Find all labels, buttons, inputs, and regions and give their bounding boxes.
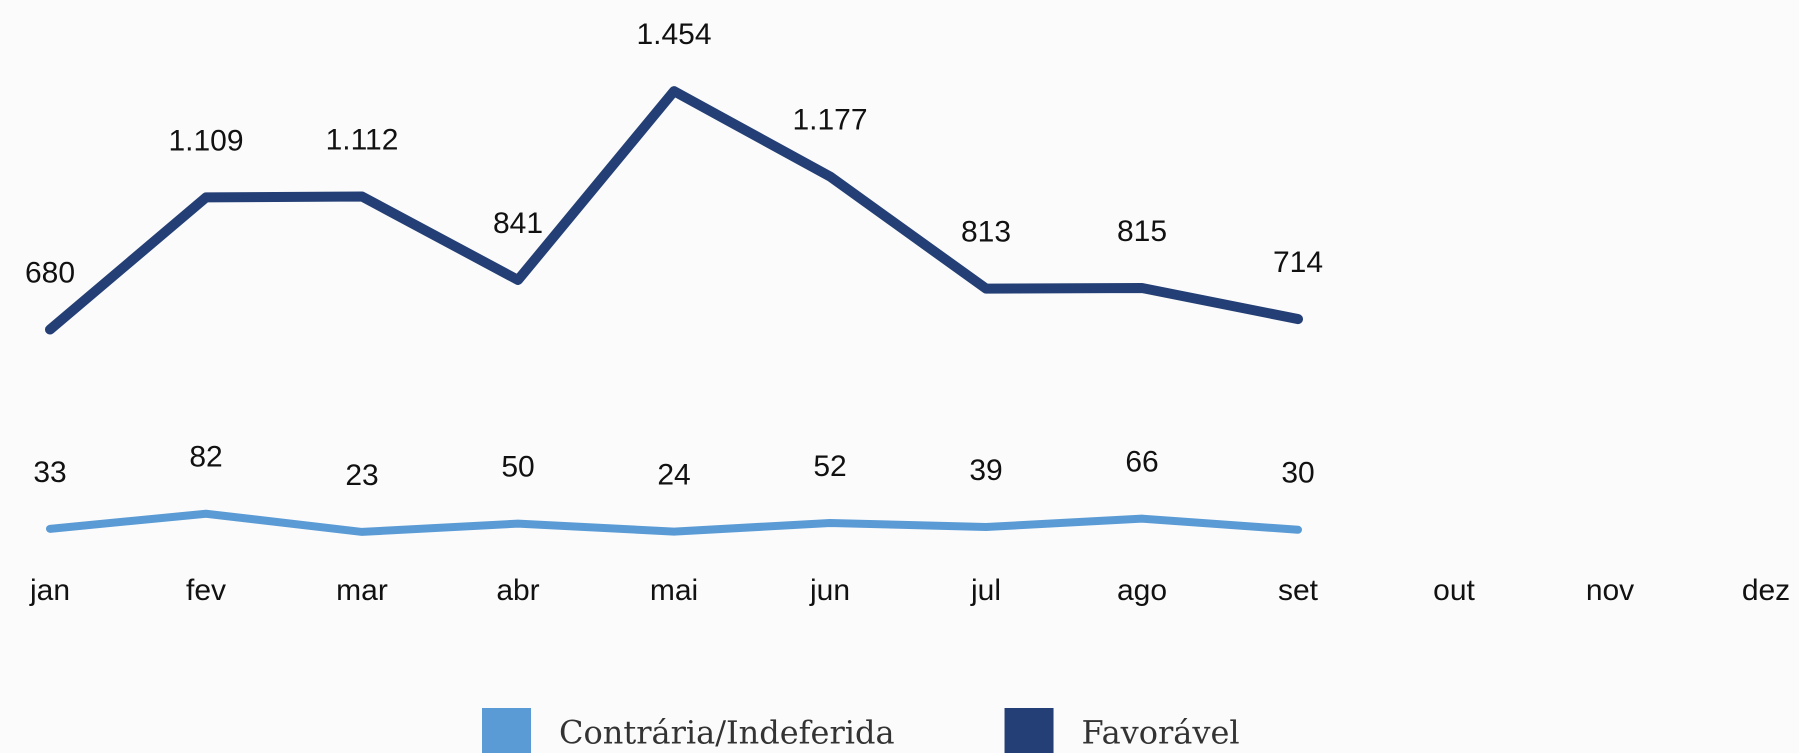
x-tick-label: abr bbox=[496, 574, 539, 607]
data-label: 39 bbox=[969, 454, 1002, 487]
x-tick-label: mar bbox=[336, 574, 388, 607]
series-line bbox=[45, 86, 1303, 335]
data-label: 815 bbox=[1117, 215, 1167, 248]
x-tick-label: nov bbox=[1586, 574, 1634, 607]
data-label: 841 bbox=[493, 207, 543, 240]
x-tick-label: jun bbox=[809, 574, 850, 607]
data-label: 50 bbox=[501, 451, 534, 484]
data-label: 680 bbox=[25, 256, 75, 289]
data-label: 714 bbox=[1273, 246, 1323, 279]
data-label: 52 bbox=[813, 450, 846, 483]
x-tick-label: dez bbox=[1742, 574, 1790, 607]
legend-swatch bbox=[482, 708, 531, 753]
data-label: 82 bbox=[189, 441, 222, 474]
data-label: 1.112 bbox=[326, 123, 399, 156]
legend-label: Favorável bbox=[1082, 714, 1240, 752]
legend-label: Contrária/Indeferida bbox=[559, 714, 895, 752]
data-label: 30 bbox=[1281, 457, 1314, 490]
x-tick-label: ago bbox=[1117, 574, 1167, 607]
data-label: 813 bbox=[961, 216, 1011, 249]
x-tick-label: jul bbox=[970, 574, 1001, 607]
x-tick-label: mai bbox=[650, 574, 698, 607]
data-label: 1.109 bbox=[168, 124, 243, 157]
data-label: 1.454 bbox=[636, 18, 711, 51]
x-tick-label: jan bbox=[29, 574, 70, 607]
series-line bbox=[46, 509, 1302, 536]
x-tick-label: set bbox=[1278, 574, 1319, 607]
data-label: 1.177 bbox=[792, 103, 867, 136]
data-label: 33 bbox=[33, 456, 66, 489]
x-tick-label: out bbox=[1433, 574, 1475, 607]
data-label: 66 bbox=[1125, 446, 1158, 479]
data-label: 23 bbox=[345, 459, 378, 492]
legend-swatch bbox=[1004, 708, 1054, 753]
x-tick-label: fev bbox=[186, 574, 226, 607]
data-label: 24 bbox=[657, 459, 690, 492]
